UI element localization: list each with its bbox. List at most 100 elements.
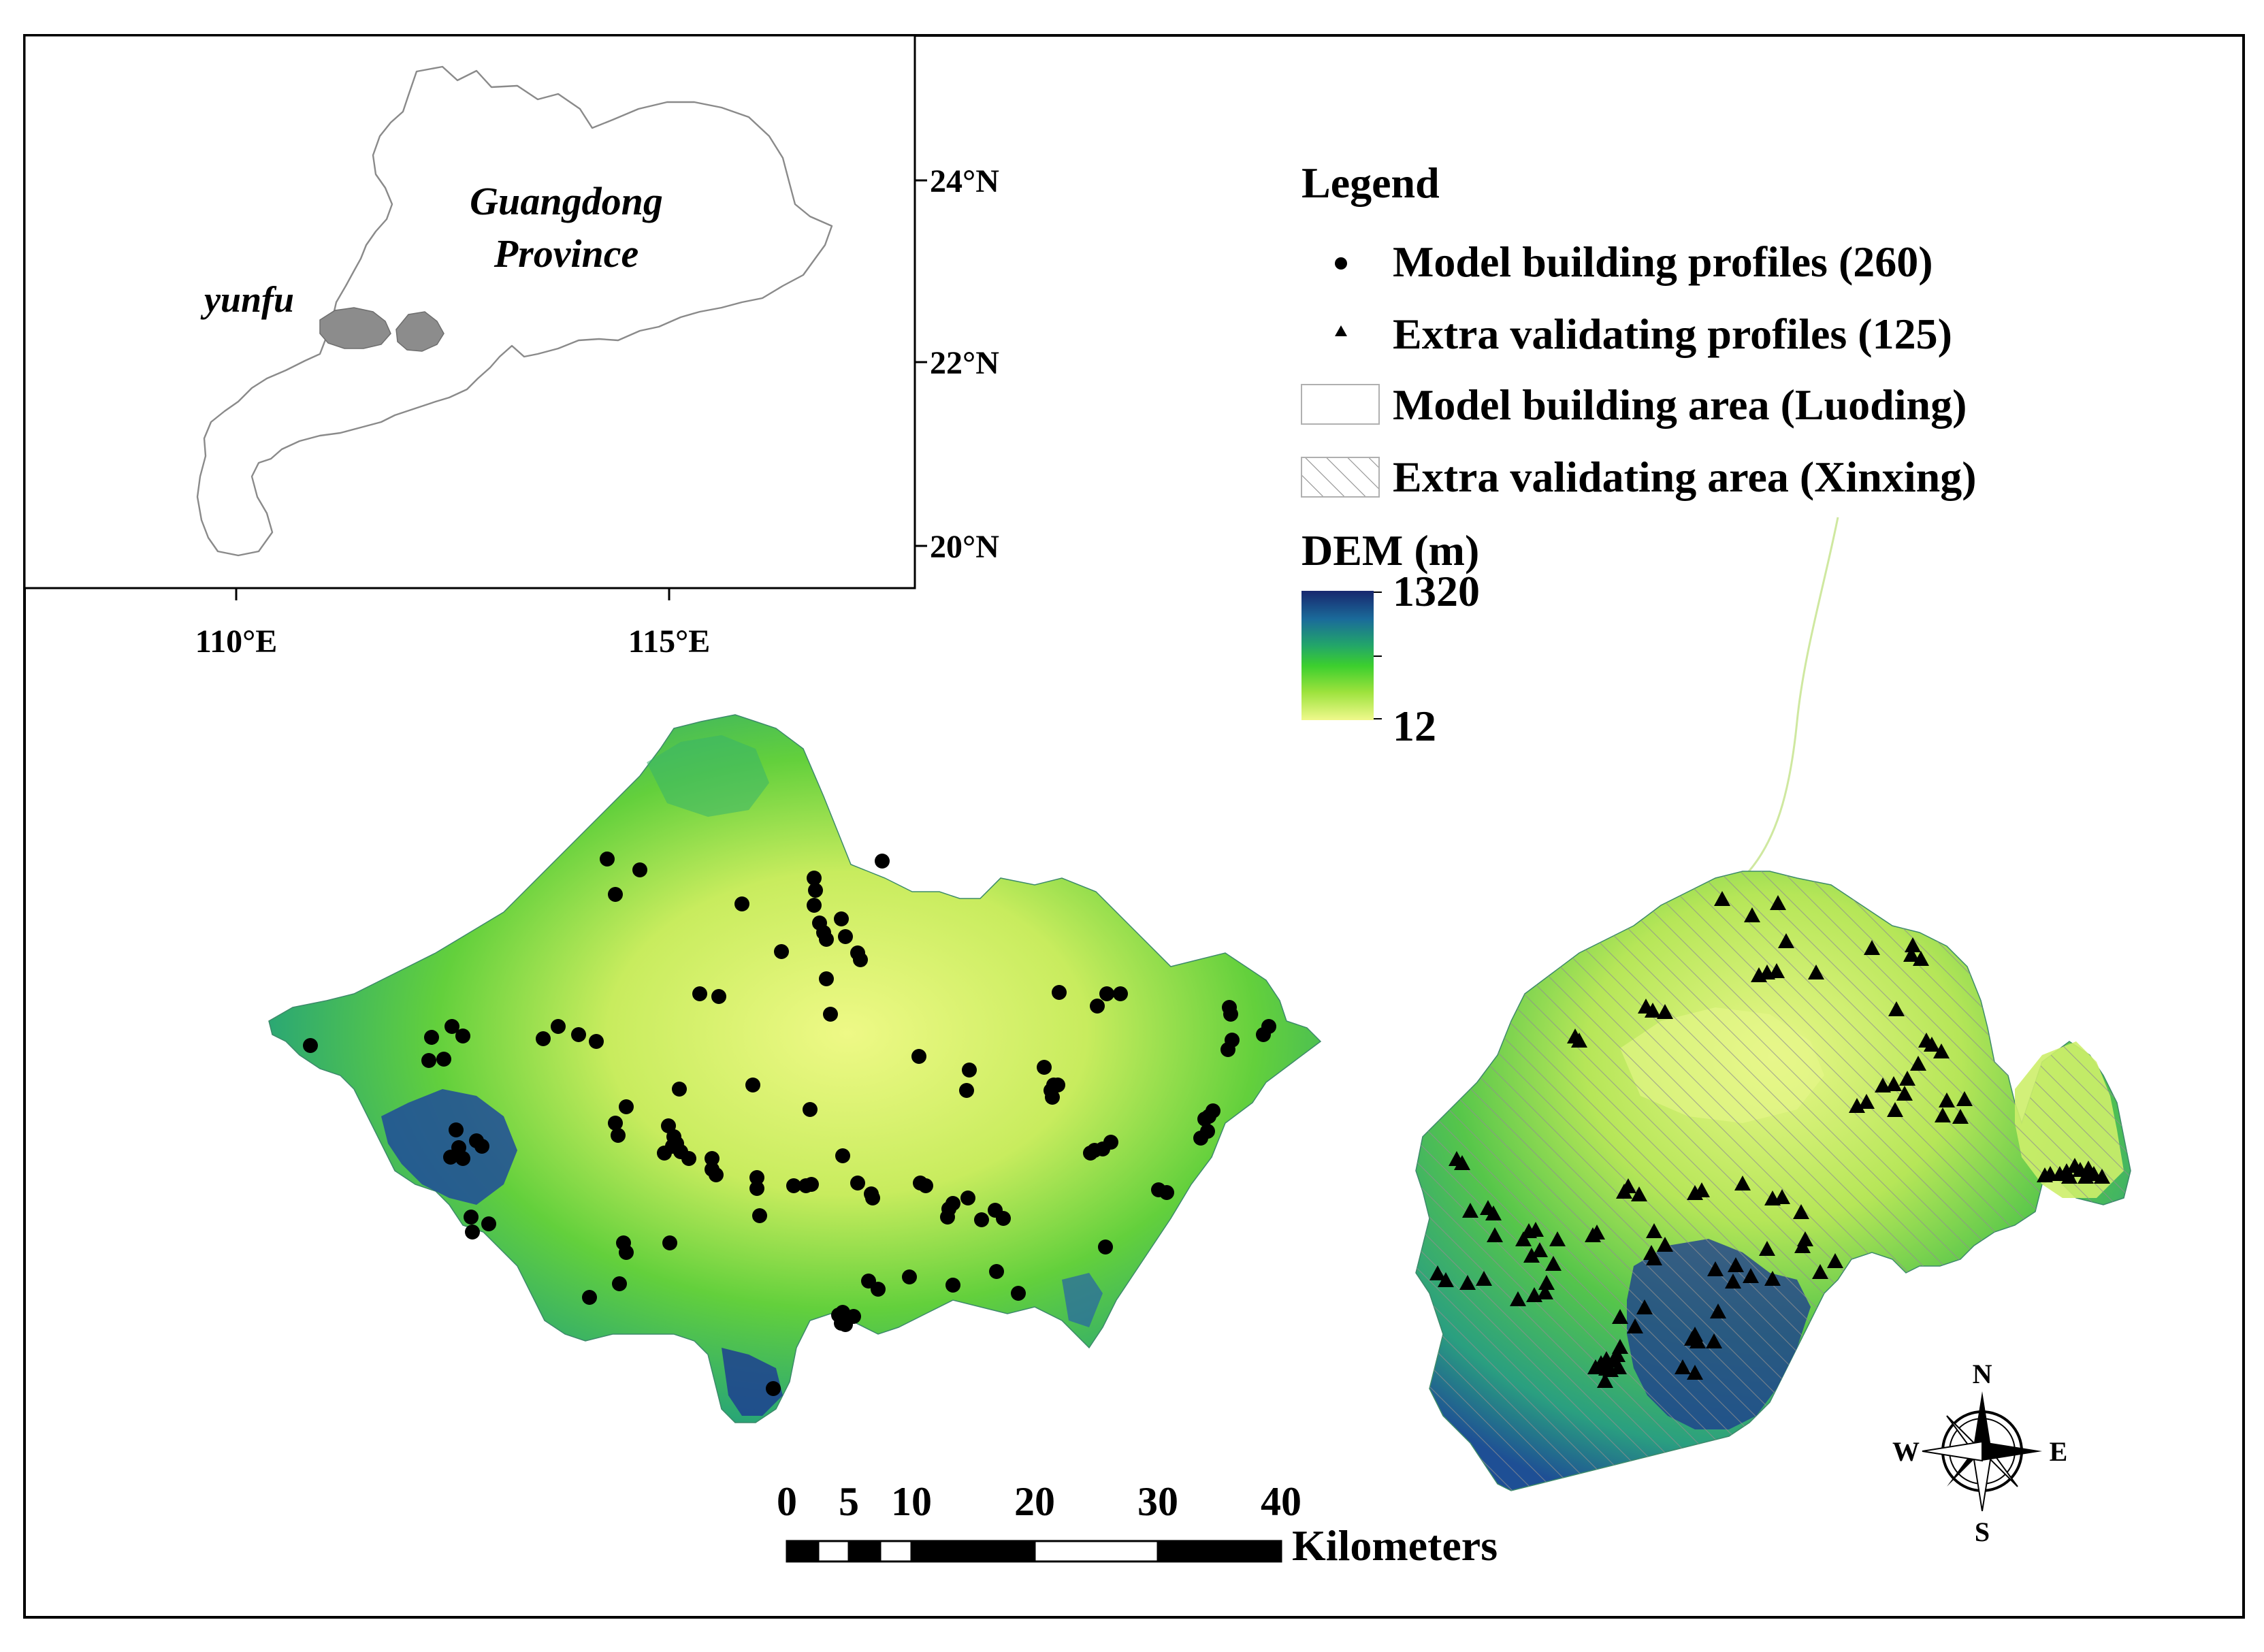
extra-validating-profile-point [1631, 1186, 1647, 1201]
extra-validating-profile-point [1657, 1004, 1673, 1019]
extra-validating-profile-point [1532, 1242, 1548, 1257]
yunfu-label: yunfu [200, 279, 294, 320]
model-building-profile-point [444, 1019, 459, 1034]
extra-validating-profile-point [1774, 1189, 1790, 1204]
model-building-profile-point [865, 1191, 880, 1205]
extra-validating-profile-point [1454, 1155, 1470, 1170]
model-building-profile-point [734, 896, 749, 911]
model-building-profile-point [692, 986, 707, 1001]
legend-triangle-symbol [1335, 325, 1347, 336]
model-building-profile-point [752, 1208, 767, 1223]
model-building-profile-point [608, 1116, 623, 1131]
extra-validating-profile-point [1864, 940, 1880, 955]
legend-item-xinxing: Extra validating area (Xinxing) [1393, 453, 1977, 501]
model-building-profile-point [1052, 985, 1067, 1000]
scale-tick-5: 5 [839, 1479, 859, 1524]
model-building-profile-point [619, 1245, 634, 1260]
model-building-profile-point [1197, 1112, 1212, 1127]
extra-validating-profile-point [1956, 1091, 1973, 1106]
extra-validating-profile-point [1645, 1003, 1661, 1018]
extra-validating-profiles-layer [1429, 891, 2110, 1388]
model-building-profile-point [1159, 1185, 1174, 1200]
model-building-profile-point [436, 1052, 451, 1067]
extra-validating-profile-point [2094, 1169, 2110, 1184]
extra-validating-profile-point [1768, 963, 1785, 978]
extra-validating-profile-point [1537, 1284, 1553, 1299]
model-building-profile-point [807, 871, 822, 886]
extra-validating-profile-point [1429, 1265, 1446, 1280]
model-building-profile-point [798, 1178, 813, 1193]
figure-frame [23, 34, 2245, 1619]
compass-e-label: E [2050, 1436, 2068, 1467]
extra-validating-profile-point [1808, 965, 1824, 979]
extra-validating-profile-point [1462, 1203, 1478, 1218]
model-building-profile-point [632, 862, 647, 877]
model-building-profile-point [1223, 1007, 1238, 1022]
model-building-profile-point [974, 1212, 989, 1227]
extra-validating-profile-point [1770, 895, 1786, 910]
extra-validating-profile-point [1887, 1102, 1903, 1117]
model-building-profile-point [1220, 1042, 1235, 1057]
model-building-profile-point [834, 1316, 849, 1331]
scale-tick-20: 20 [1014, 1479, 1055, 1524]
scale-unit-label: Kilometers [1292, 1521, 1498, 1570]
legend-hatched-box-symbol [1301, 457, 1380, 498]
extra-validating-profile-point [1515, 1231, 1532, 1246]
extra-validating-profile-point [1485, 1205, 1502, 1220]
extra-validating-profile-point [1597, 1373, 1613, 1388]
extra-validating-profile-point [1438, 1272, 1454, 1287]
model-building-profile-point [902, 1269, 917, 1284]
model-building-profile-point [424, 1030, 439, 1045]
extra-validating-profile-point [1459, 1275, 1476, 1290]
scale-tick-40: 40 [1261, 1479, 1301, 1524]
scale-segment-6 [1033, 1540, 1159, 1563]
scale-segment-1 [787, 1541, 818, 1561]
model-building-profile-point [465, 1225, 480, 1240]
extra-validating-profile-point [2077, 1169, 2094, 1184]
extra-validating-profile-point [1526, 1287, 1542, 1302]
dem-title: DEM (m) [1301, 526, 1479, 574]
extra-validating-profile-point [1538, 1275, 1555, 1290]
extra-validating-profile-point [1587, 1359, 1604, 1374]
extra-validating-profile-point [1657, 1237, 1673, 1252]
model-building-profile-point [945, 1278, 960, 1293]
model-building-profile-point [481, 1216, 496, 1231]
extra-validating-profile-point [1707, 1261, 1724, 1276]
dem-min-label: 12 [1393, 702, 1436, 750]
model-building-profile-point [850, 1176, 865, 1191]
extra-validating-profile-point [2042, 1166, 2058, 1181]
model-building-profile-point [582, 1290, 597, 1305]
scale-segment-7 [1158, 1541, 1281, 1561]
province-label-line1: Guangdong [470, 179, 663, 223]
lon-label-115: 115°E [628, 623, 711, 660]
legend-item-dots: Model building profiles (260) [1393, 238, 1933, 286]
extra-validating-profile-point [1910, 1056, 1926, 1071]
model-building-profile-point [823, 1007, 838, 1022]
extra-validating-profile-point [1545, 1256, 1562, 1271]
model-building-profile-point [918, 1178, 933, 1193]
extra-validating-profile-point [1899, 1071, 1915, 1086]
extra-validating-profile-point [1694, 1182, 1710, 1197]
extra-validating-profile-point [1812, 1264, 1828, 1279]
legend-title: Legend [1301, 159, 1440, 207]
model-building-profile-point [774, 944, 789, 959]
extra-validating-profile-point [1487, 1227, 1503, 1242]
extra-validating-profile-point [1935, 1107, 1951, 1122]
scale-bar-outline [786, 1540, 1282, 1563]
province-label-line2: Province [494, 231, 639, 276]
model-building-profile-point [875, 854, 890, 869]
compass-north-point [1973, 1391, 1992, 1451]
extra-validating-profile-point [1764, 1271, 1781, 1286]
luoding-southwest-mountain [381, 1089, 517, 1205]
extra-validating-profile-point [1689, 1333, 1706, 1348]
extra-validating-profile-point [1728, 1257, 1744, 1272]
model-building-profile-point [455, 1029, 470, 1043]
luoding-south-mountain [722, 1348, 783, 1416]
model-building-profile-point [745, 1078, 760, 1092]
model-building-profile-point [989, 1264, 1004, 1279]
xinxing-area [1415, 871, 2131, 1491]
extra-validating-profile-point [1646, 1223, 1662, 1238]
extra-validating-profile-point [1627, 1318, 1643, 1333]
model-building-profile-point [1256, 1027, 1271, 1042]
